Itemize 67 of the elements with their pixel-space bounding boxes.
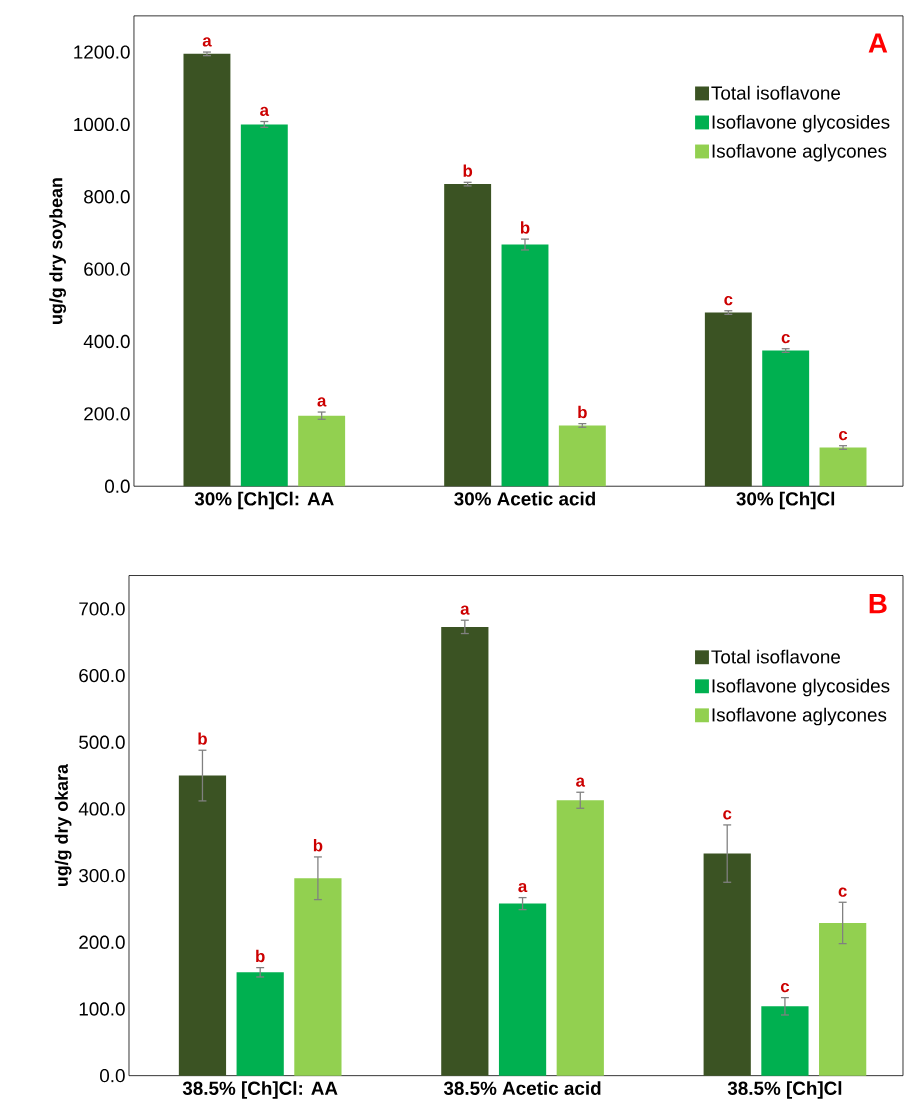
data-label: b (198, 732, 207, 745)
bar (558, 425, 606, 487)
bar (498, 903, 547, 1076)
bar (761, 1006, 809, 1076)
data-label: a (202, 37, 212, 47)
annotation: B (869, 594, 887, 614)
y-tick-label: 500.0 (79, 735, 125, 749)
annotation: A (868, 33, 888, 53)
legend-label: Isoflavone glycosides (712, 114, 890, 133)
data-label: c (838, 887, 847, 897)
bar (703, 853, 751, 1076)
bar (183, 53, 231, 487)
data-label: b (256, 949, 265, 963)
data-label: c (723, 810, 732, 820)
data-label: b (520, 221, 530, 234)
bar (762, 350, 810, 487)
y-tick-label: 100.0 (79, 1002, 125, 1016)
legend-label: Isoflavone aglycones (712, 143, 887, 162)
bar (240, 124, 288, 487)
legend-label: Total isoflavone (711, 649, 841, 664)
y-tick-label: 200.0 (79, 935, 125, 949)
x-tick-label: 30% [Ch]Cl: AA (194, 491, 334, 510)
data-label: c (839, 430, 848, 441)
y-tick-label: 800.0 (84, 190, 130, 204)
y-tick-label: 400.0 (83, 334, 130, 349)
bar (704, 312, 752, 487)
x-tick-label: 38.5% Acetic acid (443, 1081, 601, 1095)
y-tick-label: 600.0 (79, 668, 125, 683)
data-label: a (576, 777, 586, 787)
data-label: b (313, 839, 323, 852)
data-label: c (781, 334, 790, 344)
y-tick-label: 700.0 (79, 602, 125, 616)
legend-label: Isoflavone aglycones (712, 707, 887, 726)
data-label: c (780, 982, 790, 993)
bar (444, 184, 492, 487)
bar (556, 800, 604, 1076)
data-label: a (460, 605, 470, 615)
y-tick-label: 1200.0 (74, 45, 130, 59)
data-label: c (724, 296, 733, 306)
y-tick-label: 600.0 (84, 262, 130, 276)
legend-label: Total isoflavone (711, 85, 841, 100)
y-tick-label: 300.0 (79, 868, 125, 883)
bar (236, 972, 284, 1076)
data-label: a (260, 106, 270, 117)
y-tick-label: 0.0 (100, 1068, 125, 1083)
bar (178, 775, 227, 1076)
data-label: a (317, 397, 327, 407)
data-label: b (578, 405, 587, 419)
x-tick-label: 30% Acetic acid (454, 491, 595, 506)
x-tick-label: 38.5% [Ch]Cl (727, 1081, 842, 1099)
bar (819, 447, 867, 487)
y-axis-title: ug/g dry soybean (49, 178, 67, 324)
bar (294, 878, 342, 1076)
bar (819, 922, 867, 1076)
bar (441, 626, 489, 1076)
x-tick-label: 30% [Ch]Cl (736, 491, 835, 510)
y-tick-label: 0.0 (105, 479, 130, 493)
legend-label: Isoflavone glycosides (712, 678, 890, 697)
y-axis-title: ug/g dry okara (54, 763, 72, 887)
y-tick-label: 200.0 (84, 407, 130, 421)
data-label: a (518, 882, 528, 893)
y-tick-label: 400.0 (78, 802, 125, 816)
y-tick-label: 1000.0 (74, 117, 130, 132)
bar (298, 415, 346, 487)
bar (501, 244, 549, 487)
x-tick-label: 38.5% [Ch]Cl: AA (182, 1081, 338, 1099)
data-label: b (463, 164, 473, 177)
